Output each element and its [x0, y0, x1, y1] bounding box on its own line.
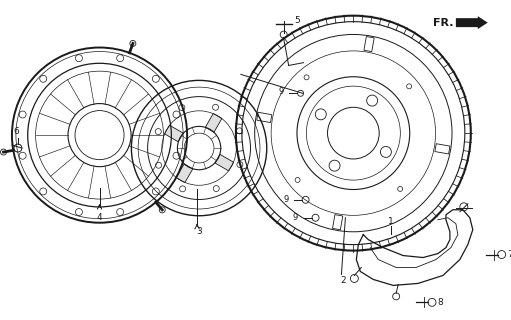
Text: 4: 4: [97, 213, 102, 222]
Bar: [333, 215, 343, 230]
FancyArrow shape: [456, 16, 487, 29]
Bar: [205, 114, 222, 132]
Text: 6: 6: [13, 127, 19, 136]
Text: FR.: FR.: [433, 18, 454, 28]
Text: 9: 9: [293, 213, 298, 222]
Bar: [435, 144, 450, 154]
Text: 5: 5: [295, 16, 300, 25]
Text: 3: 3: [196, 227, 202, 236]
Bar: [165, 125, 183, 142]
Bar: [257, 112, 272, 123]
Bar: [215, 154, 234, 171]
Text: 8: 8: [437, 298, 443, 307]
Bar: [176, 164, 193, 183]
Text: 1: 1: [388, 217, 394, 226]
Text: 7: 7: [507, 250, 511, 259]
Text: 2: 2: [341, 276, 346, 285]
Text: 9: 9: [278, 87, 283, 96]
Bar: [364, 36, 374, 52]
Text: 9: 9: [283, 195, 288, 204]
